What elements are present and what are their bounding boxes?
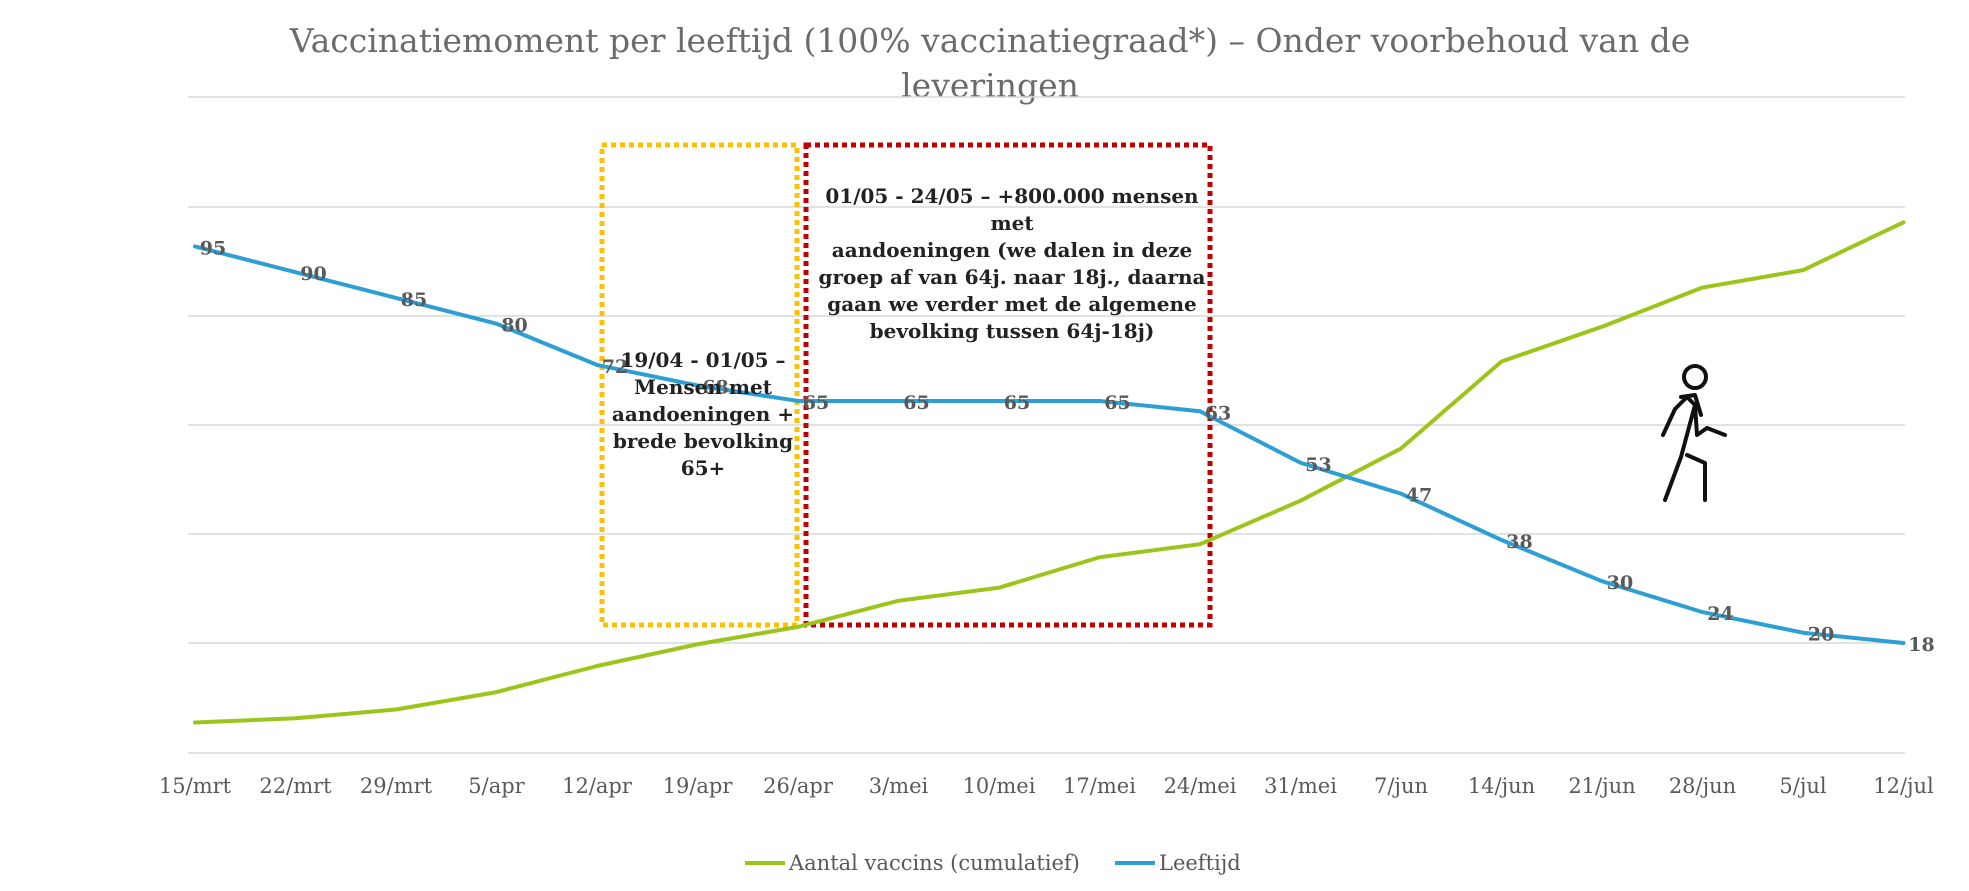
data-label: 65 bbox=[903, 392, 929, 414]
data-labels: 95 90 85 80 72 68 65 65 65 65 63 53 47 38 30 24 20 18 bbox=[200, 237, 1935, 656]
data-label: 47 bbox=[1406, 485, 1432, 507]
annotation-2-line: 01/05 - 24/05 – +800.000 mensen met bbox=[825, 184, 1199, 235]
data-label: 38 bbox=[1506, 531, 1532, 553]
data-label: 18 bbox=[1908, 634, 1934, 656]
annotation-1-line: aandoeningen + bbox=[611, 402, 795, 426]
annotation-box bbox=[599, 142, 800, 628]
x-tick-label: 17/mei bbox=[1063, 774, 1136, 798]
x-tick-label: 29/mrt bbox=[360, 774, 433, 798]
data-label: 85 bbox=[401, 289, 427, 311]
series-line-leeftijd bbox=[193, 244, 1906, 645]
x-tick-label: 7/jun bbox=[1374, 774, 1428, 798]
annotation-1-line: 65+ bbox=[680, 456, 726, 480]
x-tick-label: 12/jul bbox=[1873, 774, 1934, 798]
annotation-1-line: brede bevolking bbox=[612, 429, 794, 453]
annotation-text-2: 01/05 - 24/05 – +800.000 mensen met aand… bbox=[812, 183, 1212, 345]
data-label: 53 bbox=[1305, 454, 1331, 476]
annotation-boxes bbox=[599, 142, 1213, 628]
annotation-1-line: 19/04 - 01/05 – bbox=[620, 348, 786, 372]
data-label: 65 bbox=[1104, 392, 1130, 414]
x-tick-label: 19/apr bbox=[663, 774, 734, 798]
x-tick-label: 5/apr bbox=[468, 774, 525, 798]
data-label: 95 bbox=[200, 237, 226, 259]
x-tick-label: 5/jul bbox=[1779, 774, 1826, 798]
x-axis-ticks: 15/mrt 22/mrt 29/mrt 5/apr 12/apr 19/apr 26/ap… bbox=[159, 774, 1934, 798]
annotation-box bbox=[803, 142, 1213, 628]
data-label: 65 bbox=[803, 392, 829, 414]
walking-person-icon bbox=[1661, 364, 1727, 502]
x-tick-label: 14/jun bbox=[1468, 774, 1535, 798]
data-label: 68 bbox=[702, 377, 728, 399]
data-label: 20 bbox=[1808, 624, 1834, 646]
x-tick-label: 26/apr bbox=[763, 774, 834, 798]
series-line-vaccins bbox=[193, 220, 1906, 725]
data-label: 24 bbox=[1707, 603, 1733, 625]
x-tick-label: 24/mei bbox=[1164, 774, 1237, 798]
data-label: 90 bbox=[300, 263, 326, 285]
x-tick-label: 12/apr bbox=[562, 774, 633, 798]
data-label: 30 bbox=[1607, 572, 1633, 594]
x-tick-label: 28/jun bbox=[1669, 774, 1736, 798]
annotation-2-line: gaan we verder met de algemene bbox=[827, 292, 1197, 316]
data-label: 63 bbox=[1205, 402, 1231, 424]
legend-label-vaccins: Aantal vaccins (cumulatief) bbox=[788, 851, 1080, 875]
annotation-2-line: aandoeningen (we dalen in deze bbox=[831, 238, 1193, 262]
x-tick-label: 15/mrt bbox=[159, 774, 232, 798]
x-tick-label: 31/mei bbox=[1264, 774, 1337, 798]
x-tick-label: 22/mrt bbox=[259, 774, 332, 798]
x-tick-label: 10/mei bbox=[963, 774, 1036, 798]
annotation-2-line: groep af van 64j. naar 18j., daarna bbox=[818, 265, 1206, 289]
annotation-text-1: 19/04 - 01/05 – Mensen met aandoeningen … bbox=[608, 347, 798, 482]
x-tick-label: 3/mei bbox=[869, 774, 929, 798]
chart-title-line-2: leveringen bbox=[901, 66, 1079, 105]
legend-label-leeftijd: Leeftijd bbox=[1159, 851, 1241, 875]
data-label: 72 bbox=[602, 356, 628, 378]
annotation-1-line: Mensen met bbox=[633, 375, 773, 399]
data-label: 65 bbox=[1004, 392, 1030, 414]
legend: Aantal vaccins (cumulatief) Leeftijd bbox=[745, 851, 1241, 875]
series-lines bbox=[193, 220, 1906, 725]
annotation-2-line: bevolking tussen 64j-18j) bbox=[869, 319, 1155, 343]
x-tick-label: 21/jun bbox=[1568, 774, 1635, 798]
data-label: 80 bbox=[501, 315, 527, 337]
chart-title-line-1: Vaccinatiemoment per leeftijd (100% vacc… bbox=[289, 21, 1690, 60]
